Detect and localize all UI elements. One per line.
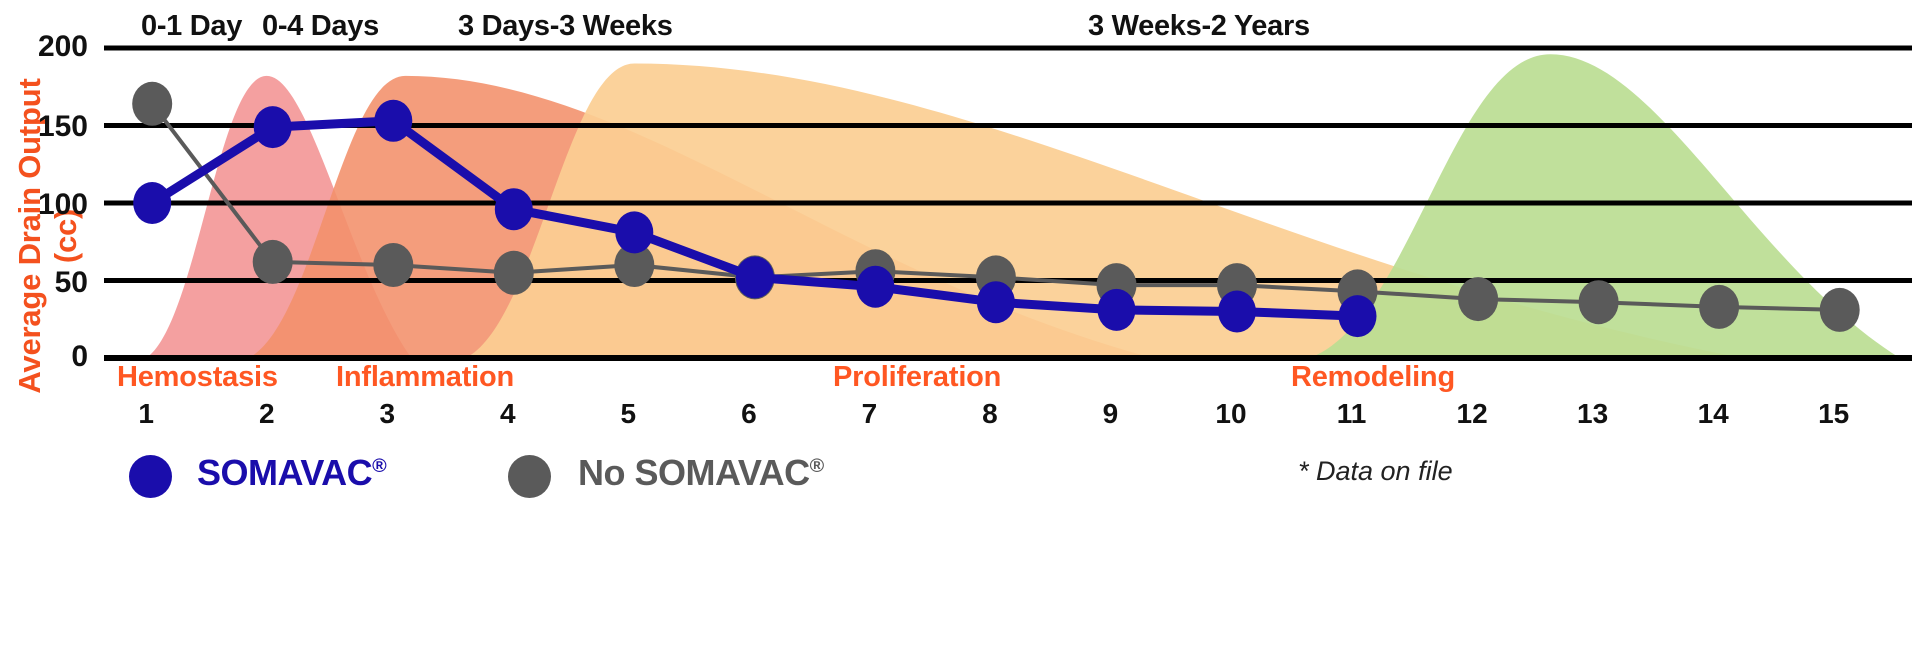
data-point bbox=[1337, 269, 1378, 314]
data-point bbox=[374, 99, 413, 142]
data-point bbox=[735, 256, 774, 299]
data-point bbox=[493, 250, 534, 295]
data-point bbox=[1699, 284, 1740, 329]
phase-footer-hemostasis: Hemostasis bbox=[117, 361, 278, 393]
band-inflammation bbox=[248, 75, 1153, 359]
x-tick-3: 3 bbox=[379, 398, 396, 429]
data-point bbox=[132, 81, 173, 126]
x-tick-8: 8 bbox=[982, 398, 998, 429]
legend-marker-somavac bbox=[129, 455, 172, 498]
data-point bbox=[1819, 287, 1860, 332]
series-no-somavac bbox=[132, 81, 1860, 332]
x-tick-5: 5 bbox=[620, 398, 637, 429]
phase-footer-inflammation: Inflammation bbox=[336, 361, 515, 393]
band-hemostasis bbox=[146, 75, 412, 359]
legend-label-somavac-text: SOMAVAC bbox=[197, 452, 373, 493]
data-point bbox=[615, 211, 654, 254]
data-point bbox=[133, 182, 172, 224]
legend-marker-no-somavac bbox=[508, 455, 551, 498]
x-tick-10: 10 bbox=[1215, 398, 1247, 429]
gridlines-group bbox=[104, 45, 1912, 361]
x-tick-13: 13 bbox=[1577, 398, 1609, 429]
data-point bbox=[1338, 295, 1377, 338]
data-point bbox=[373, 243, 414, 287]
phase-header-remodeling: 3 Weeks-2 Years bbox=[1088, 10, 1310, 42]
x-tick-15: 15 bbox=[1818, 398, 1850, 429]
data-point bbox=[734, 255, 775, 300]
data-point bbox=[855, 249, 896, 294]
data-point bbox=[1096, 263, 1137, 308]
x-tick-12: 12 bbox=[1456, 398, 1488, 429]
registered-mark-icon: ® bbox=[372, 455, 387, 477]
series-layer bbox=[132, 81, 1860, 338]
data-point bbox=[253, 106, 292, 149]
series-line bbox=[147, 116, 1362, 321]
data-point bbox=[1217, 263, 1257, 308]
data-point bbox=[975, 255, 1016, 300]
y-tick-100: 100 bbox=[37, 188, 88, 221]
band-remodeling bbox=[1309, 54, 1900, 358]
series-line bbox=[150, 101, 1842, 312]
phase-header-proliferation: 3 Days-3 Weeks bbox=[458, 10, 673, 42]
x-tick-9: 9 bbox=[1102, 398, 1119, 429]
data-point bbox=[614, 243, 655, 287]
x-tick-14: 14 bbox=[1697, 398, 1729, 429]
y-tick-200: 200 bbox=[37, 30, 88, 63]
y-tick-0: 0 bbox=[71, 340, 88, 373]
y-tick-150: 150 bbox=[37, 110, 88, 143]
x-tick-6: 6 bbox=[741, 398, 757, 429]
legend-label-no-somavac-text: No SOMAVAC bbox=[578, 452, 810, 493]
x-tick-4: 4 bbox=[500, 398, 516, 429]
data-point bbox=[856, 265, 895, 308]
phase-header-inflammation: 0-4 Days bbox=[262, 10, 379, 42]
x-tick-1: 1 bbox=[138, 398, 154, 429]
data-point bbox=[1458, 277, 1499, 322]
footnote: * Data on file bbox=[1298, 456, 1453, 486]
x-tick-7: 7 bbox=[861, 398, 878, 429]
x-tick-2: 2 bbox=[258, 398, 275, 429]
legend-label-somavac: SOMAVAC® bbox=[197, 452, 387, 494]
phase-footer-proliferation: Proliferation bbox=[833, 361, 1002, 393]
series-somavac bbox=[133, 99, 1377, 338]
data-point bbox=[1218, 290, 1256, 333]
data-point bbox=[252, 239, 293, 284]
data-point bbox=[976, 281, 1015, 324]
phase-footer-remodeling: Remodeling bbox=[1291, 361, 1455, 393]
x-tick-11: 11 bbox=[1336, 398, 1367, 429]
band-proliferation bbox=[465, 63, 1744, 358]
y-tick-50: 50 bbox=[54, 266, 88, 299]
data-point bbox=[1097, 288, 1136, 331]
registered-mark-icon-2: ® bbox=[809, 455, 825, 477]
legend-label-no-somavac: No SOMAVAC® bbox=[578, 452, 824, 494]
phase-bands-group bbox=[146, 54, 1900, 359]
data-point bbox=[494, 188, 533, 231]
phase-header-hemostasis: 0-1 Day bbox=[141, 10, 243, 42]
data-point bbox=[1578, 280, 1619, 325]
